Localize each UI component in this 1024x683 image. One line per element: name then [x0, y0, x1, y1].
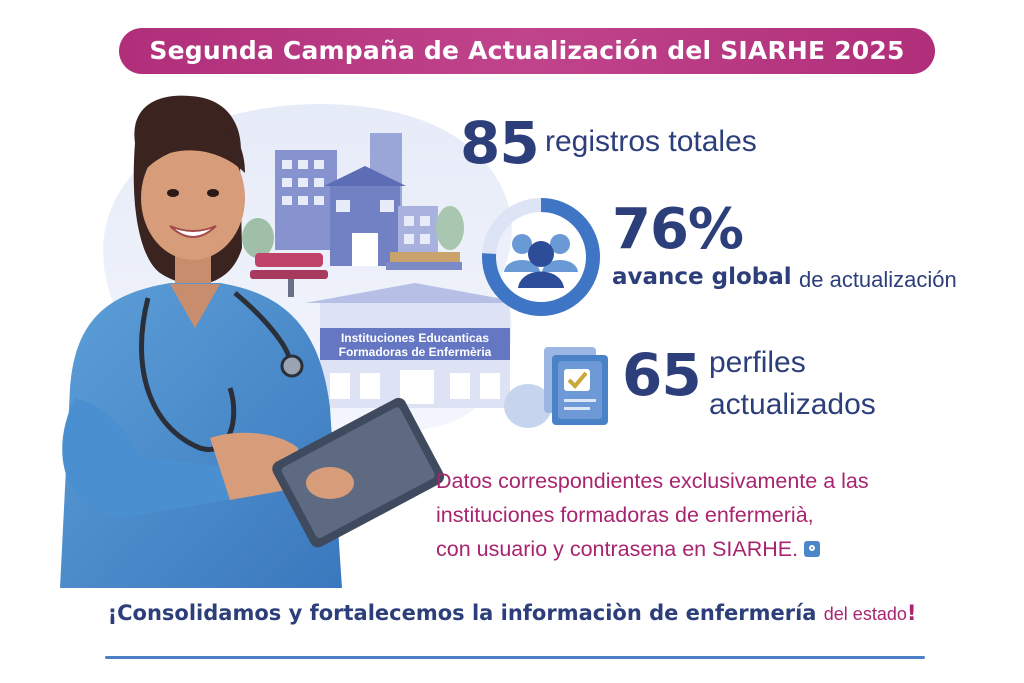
profiles-label-line1: perfiles: [709, 346, 806, 379]
note-line-3-wrap: con usuario y contrasena en SIARHE.: [436, 532, 976, 566]
data-note: Datos correspondientes exclusivamente a …: [436, 464, 976, 566]
progress-value: 76%: [612, 197, 744, 262]
progress-arc: [482, 198, 600, 316]
progress-label-bold: avance global: [612, 264, 792, 290]
institution-sign-line2: Formadoras de Enfermèria: [339, 345, 492, 359]
nurse-figure: [60, 95, 445, 588]
lock-icon: [804, 541, 821, 557]
profiles-value: 65: [622, 341, 702, 409]
slogan-end: !: [906, 601, 917, 625]
institution-sign-line1: Instituciones Educanticas: [341, 331, 489, 345]
nurse-institution-illustration: Instituciones Educanticas Formadoras de …: [60, 95, 552, 588]
note-line-3: con usuario y contrasena en SIARHE.: [436, 537, 799, 561]
slogan-main: ¡Consolidamos y fortalecemos la informac…: [107, 601, 817, 625]
closing-slogan: ¡Consolidamos y fortalecemos la informac…: [0, 601, 1024, 625]
tablet: [272, 397, 445, 548]
note-line-1: Datos correspondientes exclusivamente a …: [436, 469, 869, 493]
profiles-label-line2: actualizados: [709, 388, 876, 421]
bench: [250, 253, 328, 297]
total-records-label: registros totales: [545, 125, 757, 158]
slogan-small: del estado: [823, 604, 907, 624]
footer-divider: [105, 656, 925, 659]
campaign-title: Segunda Campaña de Actualización del SIA…: [149, 36, 905, 65]
checked-document-icon: [544, 347, 608, 425]
campaign-title-banner: Segunda Campaña de Actualización del SIA…: [119, 28, 935, 74]
total-records-value: 85: [460, 109, 540, 177]
group-people-icon: [504, 234, 578, 288]
progress-ring: [482, 198, 600, 316]
note-line-2: instituciones formadoras de enfermerià,: [436, 503, 814, 527]
progress-label-rest: de actualización: [799, 267, 957, 292]
institution-building: [305, 283, 552, 428]
